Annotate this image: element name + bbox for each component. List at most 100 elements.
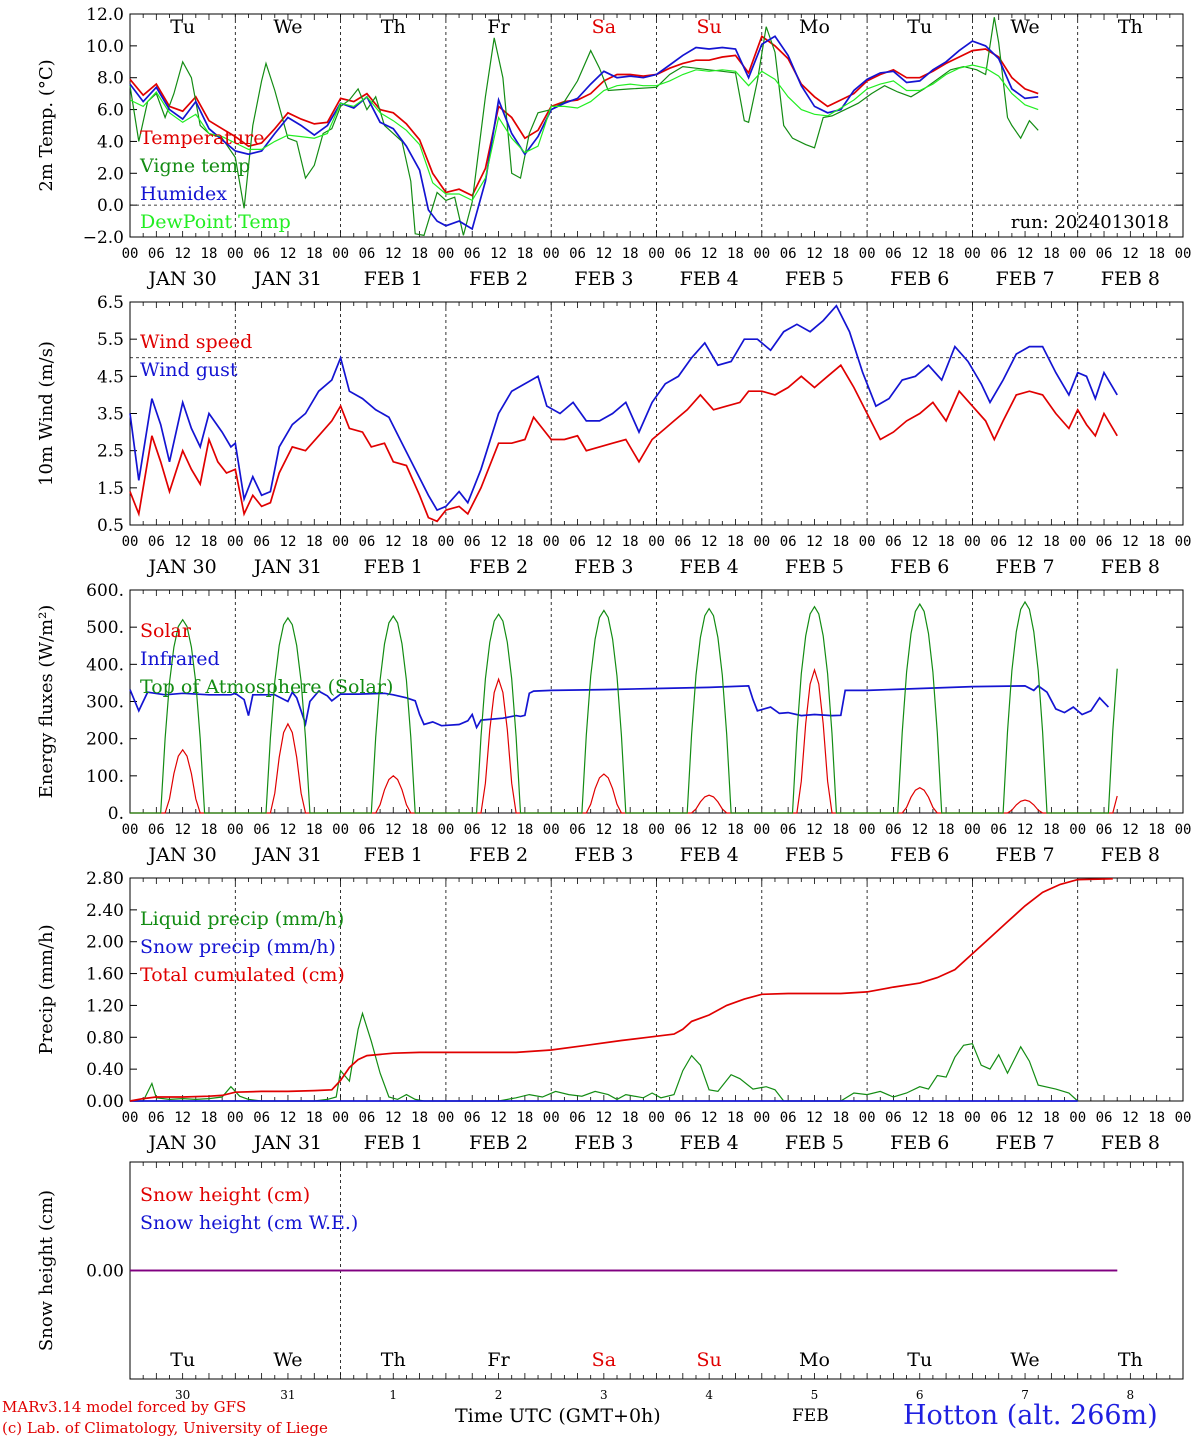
- hour-tick-label: 06: [780, 534, 797, 550]
- hour-tick-label: 12: [385, 1110, 402, 1126]
- day-number: 3: [600, 1388, 608, 1402]
- hour-tick-label: 06: [148, 534, 165, 550]
- hour-tick-label: 06: [1096, 1110, 1113, 1126]
- y-tick-label: 1.5: [97, 479, 124, 499]
- hour-tick-label: 18: [201, 534, 218, 550]
- hour-tick-label: 18: [306, 246, 323, 262]
- hour-tick-label: 18: [727, 1110, 744, 1126]
- hour-tick-label: 00: [753, 246, 770, 262]
- hour-tick-label: 12: [806, 534, 823, 550]
- hour-tick-label: 18: [201, 246, 218, 262]
- hour-tick-label: 18: [306, 534, 323, 550]
- hour-tick-label: 18: [832, 822, 849, 838]
- hour-tick-label: 06: [780, 822, 797, 838]
- y-axis-label: Snow height (cm): [36, 1190, 57, 1351]
- hour-tick-label: 06: [990, 822, 1007, 838]
- hour-tick-label: 12: [595, 1110, 612, 1126]
- hour-tick-label: 00: [1175, 534, 1192, 550]
- hour-tick-label: 06: [780, 1110, 797, 1126]
- y-tick-label: 0.40: [86, 1060, 124, 1080]
- hour-tick-label: 00: [543, 534, 560, 550]
- legend-entry: Snow height (cm): [140, 1184, 310, 1206]
- y-tick-label: 5.5: [97, 330, 124, 350]
- hour-tick-label: 12: [911, 246, 928, 262]
- run-label: run: 2024013018: [1011, 212, 1169, 233]
- hour-tick-label: 12: [911, 822, 928, 838]
- hour-tick-label: 00: [1175, 246, 1192, 262]
- hour-tick-label: 12: [280, 1110, 297, 1126]
- day-number: 2: [495, 1388, 503, 1402]
- weekday-label: Fr: [487, 16, 510, 38]
- hour-tick-label: 06: [885, 1110, 902, 1126]
- hour-tick-label: 00: [122, 534, 139, 550]
- hour-tick-label: 06: [464, 246, 481, 262]
- hour-tick-label: 18: [201, 1110, 218, 1126]
- hour-tick-label: 18: [1148, 822, 1165, 838]
- hour-tick-label: 12: [701, 1110, 718, 1126]
- hour-tick-label: 00: [122, 822, 139, 838]
- weekday-label: Fr: [487, 1349, 510, 1371]
- hour-tick-label: 12: [1017, 1110, 1034, 1126]
- series-line-total-cumulated-cm-: [129, 877, 1113, 1102]
- hour-tick-label: 18: [622, 534, 639, 550]
- weekday-label: Tu: [170, 1349, 195, 1371]
- hour-tick-label: 06: [253, 534, 270, 550]
- day-label: JAN 30: [147, 844, 217, 866]
- day-label: FEB 6: [890, 844, 949, 866]
- y-tick-label: 2.80: [86, 869, 124, 889]
- day-label: FEB 1: [364, 1132, 423, 1154]
- day-label: FEB 8: [1101, 556, 1160, 578]
- y-tick-label: 0.00: [86, 1092, 124, 1112]
- y-tick-label: 200.: [86, 730, 124, 750]
- hour-tick-label: 00: [227, 1110, 244, 1126]
- x-axis-label: Time UTC (GMT+0h): [455, 1405, 661, 1427]
- hour-tick-label: 18: [1043, 246, 1060, 262]
- hour-tick-label: 06: [358, 1110, 375, 1126]
- day-label: JAN 31: [252, 556, 322, 578]
- hour-tick-label: 00: [859, 246, 876, 262]
- legend-entry: Humidex: [140, 183, 227, 205]
- y-tick-label: 4.5: [97, 367, 124, 387]
- day-label: JAN 30: [147, 1132, 217, 1154]
- hour-tick-label: 06: [569, 822, 586, 838]
- y-tick-label: 6.5: [97, 293, 124, 313]
- y-tick-label: 2.40: [86, 901, 124, 921]
- hour-tick-label: 12: [701, 534, 718, 550]
- hour-tick-label: 00: [1069, 1110, 1086, 1126]
- weekday-label: We: [273, 16, 302, 38]
- hour-tick-label: 00: [648, 246, 665, 262]
- temperature-panel: 12.0 10.0 8.0 6.0 4.0 2.0 0.0 −2.0 2m Temp. (°C)…: [36, 5, 1191, 290]
- series-line-wind-gust: [129, 304, 1118, 512]
- hour-tick-label: 12: [1017, 822, 1034, 838]
- hour-tick-label: 12: [1122, 246, 1139, 262]
- hour-tick-label: 00: [1175, 1110, 1192, 1126]
- day-label: FEB 8: [1101, 268, 1160, 290]
- day-label: FEB 8: [1101, 1132, 1160, 1154]
- day-label: FEB 3: [574, 1132, 633, 1154]
- y-tick-label: −2.0: [83, 228, 124, 248]
- hour-tick-label: 06: [885, 246, 902, 262]
- y-tick-label: 500.: [86, 618, 124, 638]
- hour-tick-label: 18: [622, 246, 639, 262]
- legend-entry: DewPoint Temp: [140, 211, 291, 233]
- hour-tick-label: 00: [437, 246, 454, 262]
- hour-tick-label: 06: [1096, 534, 1113, 550]
- weekday-label: Tu: [907, 1349, 932, 1371]
- day-label: FEB 8: [1101, 844, 1160, 866]
- y-axis-label: Precip (mm/h): [36, 924, 57, 1054]
- hour-tick-label: 06: [990, 1110, 1007, 1126]
- day-label: FEB 3: [574, 556, 633, 578]
- weekday-label: Tu: [170, 16, 195, 38]
- y-tick-label: 0.0: [97, 196, 124, 216]
- hour-tick-label: 06: [674, 246, 691, 262]
- y-tick-label: 0.80: [86, 1028, 124, 1048]
- hour-tick-label: 18: [306, 1110, 323, 1126]
- hour-tick-label: 12: [280, 534, 297, 550]
- hour-tick-label: 18: [1043, 534, 1060, 550]
- legend-entry: Snow precip (mm/h): [140, 936, 336, 958]
- weekday-label: We: [1010, 1349, 1039, 1371]
- hour-tick-label: 06: [253, 246, 270, 262]
- legend-entry: Temperature: [140, 127, 264, 149]
- y-tick-label: 2.5: [97, 442, 124, 462]
- energy-panel: 600. 500. 400. 300. 200. 100. 0. Energy fluxes …: [36, 581, 1191, 866]
